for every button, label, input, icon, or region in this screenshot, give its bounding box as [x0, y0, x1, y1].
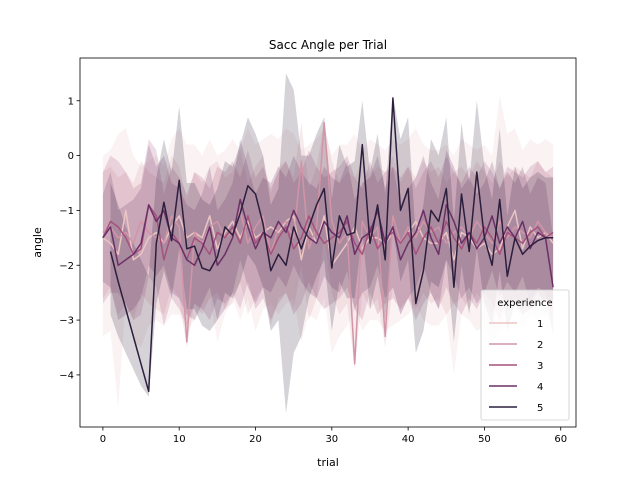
legend-label-2: 2: [537, 340, 543, 351]
x-axis-title: trial: [317, 456, 339, 469]
legend: experience 1 2 3 4 5: [480, 289, 570, 421]
legend-title: experience: [497, 298, 552, 309]
y-axis-title: angle: [31, 227, 44, 258]
axes-frame: [79, 57, 577, 428]
x-tick-label: 10: [173, 434, 186, 445]
plot-area: [79, 57, 577, 428]
y-tick-label: −1: [59, 206, 74, 217]
x-tick-label: 0: [100, 434, 106, 445]
legend-label-1: 1: [537, 319, 543, 330]
x-tick-label: 20: [249, 434, 262, 445]
legend-label-4: 4: [537, 382, 543, 393]
legend-items: 1 2 3 4 5: [489, 319, 543, 414]
y-tick-label: −2: [59, 261, 74, 272]
x-tick-label: 30: [325, 434, 338, 445]
ci-band-series-1: [102, 95, 554, 408]
y-tick-label: −3: [59, 316, 74, 327]
legend-label-5: 5: [537, 403, 543, 414]
y-tick-label: 0: [68, 151, 74, 162]
line-series-5: [109, 97, 554, 393]
x-axis: 0 10 20 30 40 50 60: [100, 427, 567, 445]
ci-band-series-2: [102, 122, 554, 370]
line-series-2: [102, 121, 554, 365]
y-tick-label: −4: [59, 370, 74, 381]
legend-label-3: 3: [537, 361, 543, 372]
ci-band-series-5: [110, 73, 554, 414]
x-tick-label: 60: [554, 434, 567, 445]
chart-title: Sacc Angle per Trial: [269, 38, 387, 52]
x-tick-label: 40: [402, 434, 415, 445]
y-tick-label: 1: [68, 96, 74, 107]
series-lines: [102, 97, 554, 393]
x-tick-label: 50: [478, 434, 491, 445]
y-axis: −4 −3 −2 −1 0 1: [59, 96, 80, 381]
legend-box: [480, 289, 570, 421]
